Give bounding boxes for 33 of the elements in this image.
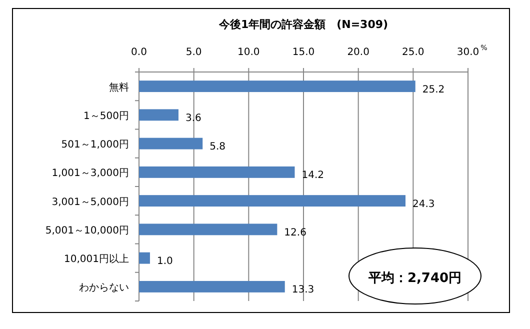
bar [139,280,285,292]
y-tick-label: 10,001円以上 [64,253,129,266]
chart-title: 今後1年間の許容金額 (N=309) [218,18,388,31]
x-tick-label: 25.0 [402,47,424,58]
bar [139,252,150,264]
data-label: 24.3 [412,198,435,210]
data-label: 3.6 [185,112,202,124]
x-tick-label: 20.0 [347,47,370,58]
x-tick-label: 10.0 [238,47,260,58]
bar [139,80,416,92]
data-label: 1.0 [156,256,173,268]
y-tick-label: 1～500円 [84,110,129,122]
bar [139,195,406,207]
annotation: 平均：2,740円 [367,271,462,286]
bar [139,109,178,121]
y-tick-label: 1,001～3,000円 [52,168,129,180]
y-tick-label: 501～1,000円 [61,140,129,151]
x-tick-label: 15.0 [292,47,315,58]
data-label: 25.2 [422,84,445,96]
y-tick-label: 3,001～5,000円 [52,196,129,208]
bar [139,138,203,150]
bar [139,224,278,236]
y-tick-label: 無料 [109,81,129,94]
data-label: 13.3 [292,284,314,296]
x-tick-label: 5.0 [186,47,202,58]
y-tick-label: 5,001～10,000円 [45,225,129,236]
data-label: 5.8 [210,142,226,153]
x-tick-label: 0.0 [131,47,147,58]
bar [139,166,295,178]
data-label: 14.2 [302,170,324,182]
x-tick-label: 30.0 [456,47,480,58]
data-label: 12.6 [284,227,306,238]
y-tick-label: わからない [79,282,129,294]
